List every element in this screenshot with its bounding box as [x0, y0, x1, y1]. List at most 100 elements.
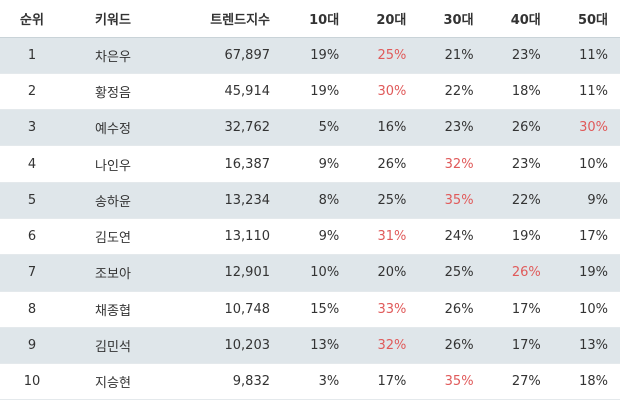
keyword-cell: 차은우	[64, 37, 162, 74]
age-10s-cell: 9%	[284, 145, 352, 183]
header-age-50s: 50대	[552, 0, 620, 38]
age-20s-cell: 26%	[351, 145, 419, 183]
age-50s-cell: 13%	[552, 327, 620, 365]
trend-index-cell: 10,748	[162, 291, 284, 328]
age-10s-cell: 19%	[284, 73, 352, 111]
age-50s-cell: 11%	[552, 37, 620, 74]
rank-cell: 6	[0, 218, 64, 256]
age-50s-cell: 19%	[552, 254, 620, 292]
table-row: 9 김민석 10,203 13% 32% 26% 17% 13%	[0, 327, 620, 365]
age-20s-cell: 25%	[351, 182, 419, 219]
table-row: 10 지승현 9,832 3% 17% 35% 27% 18%	[0, 363, 620, 400]
age-40s-cell: 18%	[485, 73, 553, 111]
table-row: 1 차은우 67,897 19% 25% 21% 23% 11%	[0, 37, 620, 74]
age-40s-cell: 27%	[485, 363, 553, 400]
age-50s-cell: 30%	[552, 109, 620, 147]
rank-cell: 1	[0, 37, 64, 74]
age-20s-cell: 20%	[351, 254, 419, 292]
age-50s-cell: 10%	[552, 291, 620, 328]
header-rank: 순위	[0, 0, 64, 38]
keyword-cell: 채종협	[64, 291, 162, 328]
table-row: 2 황정음 45,914 19% 30% 22% 18% 11%	[0, 73, 620, 111]
age-10s-cell: 19%	[284, 37, 352, 74]
age-20s-cell: 16%	[351, 109, 419, 147]
rank-cell: 10	[0, 363, 64, 400]
age-50s-cell: 18%	[552, 363, 620, 400]
age-10s-cell: 15%	[284, 291, 352, 328]
keyword-cell: 조보아	[64, 254, 162, 292]
age-30s-cell: 23%	[418, 109, 486, 147]
age-20s-cell: 33%	[351, 291, 419, 328]
table-row: 7 조보아 12,901 10% 20% 25% 26% 19%	[0, 254, 620, 292]
age-30s-cell: 21%	[418, 37, 486, 74]
keyword-cell: 김민석	[64, 327, 162, 365]
age-10s-cell: 10%	[284, 254, 352, 292]
trend-index-cell: 16,387	[162, 145, 284, 183]
keyword-cell: 송하윤	[64, 182, 162, 219]
age-10s-cell: 13%	[284, 327, 352, 365]
age-40s-cell: 23%	[485, 145, 553, 183]
table-row: 4 나인우 16,387 9% 26% 32% 23% 10%	[0, 145, 620, 183]
header-age-20s: 20대	[351, 0, 419, 38]
age-20s-cell: 17%	[351, 363, 419, 400]
rank-cell: 8	[0, 291, 64, 328]
rank-cell: 9	[0, 327, 64, 365]
age-20s-cell: 30%	[351, 73, 419, 111]
age-30s-cell: 26%	[418, 327, 486, 365]
age-50s-cell: 9%	[552, 182, 620, 219]
age-10s-cell: 9%	[284, 218, 352, 256]
age-10s-cell: 3%	[284, 363, 352, 400]
age-40s-cell: 17%	[485, 327, 553, 365]
header-row: 순위 키워드 트렌드지수 10대 20대 30대 40대 50대	[0, 0, 620, 38]
rank-cell: 5	[0, 182, 64, 219]
header-age-40s: 40대	[485, 0, 553, 38]
rank-cell: 2	[0, 73, 64, 111]
age-40s-cell: 26%	[485, 254, 553, 292]
header-keyword: 키워드	[64, 0, 162, 38]
age-40s-cell: 23%	[485, 37, 553, 74]
age-20s-cell: 32%	[351, 327, 419, 365]
trend-index-cell: 13,234	[162, 182, 284, 219]
age-30s-cell: 26%	[418, 291, 486, 328]
age-30s-cell: 22%	[418, 73, 486, 111]
age-50s-cell: 17%	[552, 218, 620, 256]
trend-index-cell: 10,203	[162, 327, 284, 365]
table-row: 6 김도연 13,110 9% 31% 24% 19% 17%	[0, 218, 620, 256]
keyword-cell: 지승현	[64, 363, 162, 400]
keyword-cell: 예수정	[64, 109, 162, 147]
table-row: 5 송하윤 13,234 8% 25% 35% 22% 9%	[0, 182, 620, 219]
table-header: 순위 키워드 트렌드지수 10대 20대 30대 40대 50대	[0, 0, 620, 38]
rank-cell: 3	[0, 109, 64, 147]
trend-index-cell: 13,110	[162, 218, 284, 256]
age-50s-cell: 10%	[552, 145, 620, 183]
age-20s-cell: 31%	[351, 218, 419, 256]
age-30s-cell: 25%	[418, 254, 486, 292]
age-30s-cell: 32%	[418, 145, 486, 183]
age-40s-cell: 22%	[485, 182, 553, 219]
trend-index-cell: 32,762	[162, 109, 284, 147]
table-body: 1 차은우 67,897 19% 25% 21% 23% 11% 2 황정음 45,914 19% 30…	[0, 37, 620, 400]
age-20s-cell: 25%	[351, 37, 419, 74]
age-10s-cell: 8%	[284, 182, 352, 219]
header-age-10s: 10대	[284, 0, 352, 38]
table-row: 8 채종협 10,748 15% 33% 26% 17% 10%	[0, 291, 620, 328]
keyword-cell: 나인우	[64, 145, 162, 183]
keyword-cell: 김도연	[64, 218, 162, 256]
trend-index-cell: 67,897	[162, 37, 284, 74]
header-trend-index: 트렌드지수	[162, 0, 284, 38]
keyword-cell: 황정음	[64, 73, 162, 111]
age-40s-cell: 17%	[485, 291, 553, 328]
age-50s-cell: 11%	[552, 73, 620, 111]
age-10s-cell: 5%	[284, 109, 352, 147]
rank-cell: 7	[0, 254, 64, 292]
trend-index-cell: 9,832	[162, 363, 284, 400]
age-30s-cell: 35%	[418, 182, 486, 219]
header-age-30s: 30대	[418, 0, 486, 38]
trend-index-cell: 12,901	[162, 254, 284, 292]
rank-cell: 4	[0, 145, 64, 183]
age-30s-cell: 24%	[418, 218, 486, 256]
table-row: 3 예수정 32,762 5% 16% 23% 26% 30%	[0, 109, 620, 147]
age-40s-cell: 19%	[485, 218, 553, 256]
trend-index-cell: 45,914	[162, 73, 284, 111]
